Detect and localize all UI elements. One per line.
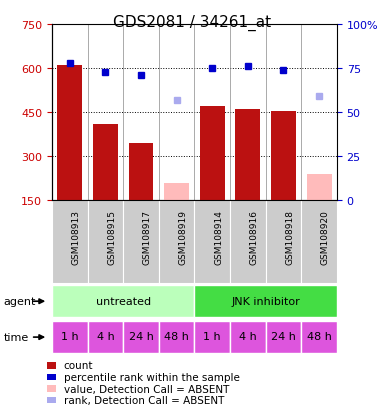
Text: time: time [4, 332, 29, 342]
Text: GSM108919: GSM108919 [178, 209, 187, 264]
Text: count: count [64, 361, 93, 370]
Bar [301, 201, 337, 284]
Bar [159, 321, 194, 354]
Bar [52, 285, 194, 318]
Bar [194, 201, 230, 284]
Bar [301, 321, 337, 354]
Text: GSM108914: GSM108914 [214, 209, 223, 264]
Bar [266, 321, 301, 354]
Bar [123, 201, 159, 284]
Bar [194, 285, 337, 318]
Text: 4 h: 4 h [97, 332, 114, 342]
Text: GSM108917: GSM108917 [143, 209, 152, 264]
Bar [266, 201, 301, 284]
Bar [271, 112, 296, 201]
Bar [159, 201, 194, 284]
Text: GSM108913: GSM108913 [72, 209, 80, 264]
Bar [230, 201, 266, 284]
Bar [123, 321, 159, 354]
Text: untreated: untreated [95, 296, 151, 306]
Text: GDS2081 / 34261_at: GDS2081 / 34261_at [114, 14, 271, 31]
Text: rank, Detection Call = ABSENT: rank, Detection Call = ABSENT [64, 395, 224, 405]
Bar [129, 144, 154, 201]
Text: GSM108920: GSM108920 [321, 209, 330, 264]
Bar [93, 125, 118, 201]
Bar [200, 107, 225, 201]
Text: 24 h: 24 h [129, 332, 154, 342]
Bar [306, 175, 331, 201]
Bar [164, 183, 189, 201]
Bar [230, 321, 266, 354]
Text: GSM108916: GSM108916 [249, 209, 259, 264]
Bar [52, 201, 88, 284]
Text: GSM108915: GSM108915 [107, 209, 116, 264]
Text: 1 h: 1 h [203, 332, 221, 342]
Bar [88, 201, 123, 284]
Text: 24 h: 24 h [271, 332, 296, 342]
Text: percentile rank within the sample: percentile rank within the sample [64, 372, 239, 382]
Bar [52, 321, 88, 354]
Bar [57, 66, 82, 201]
Text: GSM108918: GSM108918 [285, 209, 294, 264]
Text: 1 h: 1 h [61, 332, 79, 342]
Text: JNK inhibitor: JNK inhibitor [231, 296, 300, 306]
Bar [88, 321, 123, 354]
Text: 4 h: 4 h [239, 332, 257, 342]
Bar [235, 110, 260, 201]
Text: 48 h: 48 h [164, 332, 189, 342]
Text: agent: agent [4, 297, 36, 306]
Text: 48 h: 48 h [306, 332, 331, 342]
Text: value, Detection Call = ABSENT: value, Detection Call = ABSENT [64, 384, 229, 394]
Bar [194, 321, 230, 354]
